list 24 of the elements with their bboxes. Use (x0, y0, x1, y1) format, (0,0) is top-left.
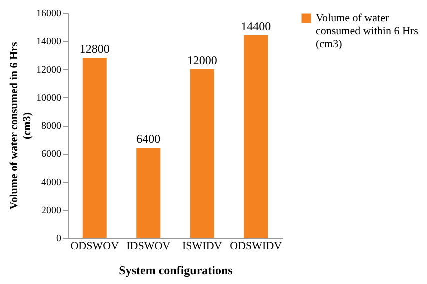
legend-label: Volume of water consumed within 6 Hrs (cm3) (316, 12, 418, 50)
y-tick-label: 14000 (36, 36, 62, 48)
y-tick-label: 0 (56, 234, 62, 244)
data-label: 14400 (241, 20, 272, 34)
y-axis-title: Volume of water consumed in 6 Hrs (cm3) (8, 42, 34, 210)
bar (190, 69, 214, 238)
y-tick-label: 12000 (36, 64, 62, 76)
x-tick-label: ODSWOV (70, 240, 120, 252)
y-tick-label: 10000 (36, 92, 62, 104)
y-tick-label: 6000 (42, 149, 62, 160)
y-tick-label: 2000 (42, 205, 62, 216)
bar (82, 58, 107, 238)
data-label: 12800 (80, 42, 110, 56)
x-tick-label: IDSWOV (126, 240, 171, 252)
y-tick-label: 4000 (42, 177, 62, 188)
bar (244, 36, 268, 238)
bar (136, 148, 161, 238)
x-tick-label: ISWIDV (182, 240, 222, 252)
x-axis-title: System configurations (119, 264, 234, 278)
y-tick-label: 16000 (36, 8, 62, 20)
x-tick-label: ODSWIDV (230, 240, 282, 252)
data-label: 12000 (187, 53, 218, 68)
data-label: 6400 (136, 132, 161, 146)
y-tick-label: 8000 (42, 121, 62, 132)
